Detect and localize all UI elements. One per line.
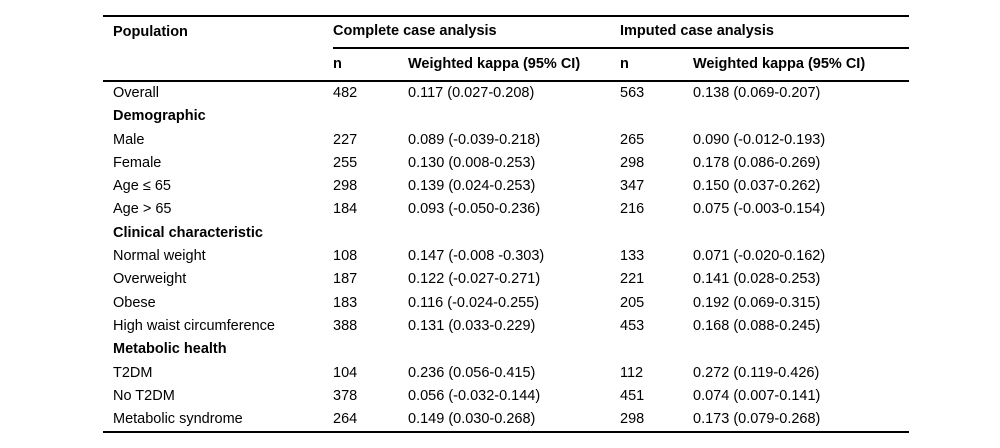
ica-kappa-value: 0.074 (0.007-0.141) xyxy=(693,387,821,404)
ica-kappa-value: 0.141 (0.028-0.253) xyxy=(693,271,821,288)
cca-kappa-value: 0.147 (-0.008 -0.303) xyxy=(408,248,545,265)
cca-n-value: 264 xyxy=(333,411,358,428)
cca-kappa-value: 0.130 (0.008-0.253) xyxy=(408,154,536,171)
ica-kappa-value: 0.138 (0.069-0.207) xyxy=(693,84,821,101)
cca-kappa-value: 0.093 (-0.050-0.236) xyxy=(408,201,541,218)
cca-kappa-value: 0.236 (0.056-0.415) xyxy=(408,364,536,381)
ica-n-value: 298 xyxy=(620,154,645,171)
ica-n-value: 112 xyxy=(620,364,644,381)
ica-kappa-value: 0.192 (0.069-0.315) xyxy=(693,294,821,311)
ica-n-value: 221 xyxy=(620,271,645,288)
row-label: Age ≤ 65 xyxy=(113,178,171,195)
table-row: Age ≤ 65 298 0.139 (0.024-0.253) 347 0.150 (… xyxy=(103,175,909,198)
ica-n-value: 347 xyxy=(620,178,645,195)
table-row: Metabolic syndrome 264 0.149 (0.030-0.268)… xyxy=(103,408,909,432)
ica-n-value: 453 xyxy=(620,317,645,334)
ica-kappa-value: 0.071 (-0.020-0.162) xyxy=(693,248,826,265)
section-row: Metabolic health xyxy=(103,338,909,361)
ica-n-value: 216 xyxy=(620,201,645,218)
row-label: T2DM xyxy=(113,364,153,381)
table-row: T2DM 104 0.236 (0.056-0.415) 112 0.272 (0.11… xyxy=(103,362,909,385)
cca-kappa-value: 0.056 (-0.032-0.144) xyxy=(408,387,541,404)
ica-kappa-value: 0.272 (0.119-0.426) xyxy=(693,364,820,381)
ica-n-value: 133 xyxy=(620,248,645,265)
row-label: Obese xyxy=(113,294,156,311)
column-header-ica-n: n xyxy=(620,48,693,82)
ica-kappa-value: 0.150 (0.037-0.262) xyxy=(693,178,821,195)
ica-n-value: 205 xyxy=(620,294,645,311)
kappa-table: Population Complete case analysis Impute… xyxy=(103,15,909,434)
section-row: Clinical characteristic xyxy=(103,222,909,245)
sub-header-row: n Weighted kappa (95% CI) n Weighted kap… xyxy=(103,48,909,82)
row-label: Male xyxy=(113,131,145,148)
cca-n-value: 108 xyxy=(333,248,358,265)
column-header-ica-kappa: Weighted kappa (95% CI) xyxy=(693,48,909,82)
ica-n-value: 451 xyxy=(620,387,645,404)
section-label: Metabolic health xyxy=(113,341,227,358)
cca-kappa-value: 0.131 (0.033-0.229) xyxy=(408,317,536,334)
ica-n-value: 298 xyxy=(620,411,645,428)
row-label: Metabolic syndrome xyxy=(113,411,243,428)
cca-kappa-value: 0.117 (0.027-0.208) xyxy=(408,84,535,101)
table-row: Age > 65 184 0.093 (-0.050-0.236) 216 0.075 … xyxy=(103,198,909,221)
ica-n-value: 265 xyxy=(620,131,645,148)
cca-kappa-value: 0.116 (-0.024-0.255) xyxy=(408,294,540,311)
table-row: Obese 183 0.116 (-0.024-0.255) 205 0.192 (0.… xyxy=(103,292,909,315)
row-label: Overall xyxy=(113,84,159,101)
column-header-cca-kappa: Weighted kappa (95% CI) xyxy=(408,48,620,82)
cca-n-value: 378 xyxy=(333,387,358,404)
cca-n-value: 184 xyxy=(333,201,358,218)
row-label: Normal weight xyxy=(113,248,206,265)
table-row: Normal weight 108 0.147 (-0.008 -0.303) 133… xyxy=(103,245,909,268)
table-row: Overweight 187 0.122 (-0.027-0.271) 221 0.14… xyxy=(103,268,909,291)
cca-kappa-value: 0.089 (-0.039-0.218) xyxy=(408,131,541,148)
ica-kappa-value: 0.178 (0.086-0.269) xyxy=(693,154,821,171)
cca-n-value: 187 xyxy=(333,271,358,288)
table-row: Female 255 0.130 (0.008-0.253) 298 0.178 (0.… xyxy=(103,152,909,175)
row-label: Overweight xyxy=(113,271,187,288)
table-row: High waist circumference 388 0.131 (0.033-… xyxy=(103,315,909,338)
cca-kappa-value: 0.122 (-0.027-0.271) xyxy=(408,271,541,288)
cca-kappa-value: 0.149 (0.030-0.268) xyxy=(408,411,536,428)
cca-kappa-value: 0.139 (0.024-0.253) xyxy=(408,178,536,195)
group-header-row: Population Complete case analysis Impute… xyxy=(103,16,909,82)
ica-kappa-value: 0.173 (0.079-0.268) xyxy=(693,411,821,428)
column-header-population: Population xyxy=(103,16,333,82)
ica-n-value: 563 xyxy=(620,84,645,101)
row-label: No T2DM xyxy=(113,387,175,404)
row-label: High waist circumference xyxy=(113,317,275,334)
cca-n-value: 298 xyxy=(333,178,358,195)
row-label: Female xyxy=(113,154,162,171)
group-header-complete-case: Complete case analysis xyxy=(333,16,620,49)
ica-kappa-value: 0.075 (-0.003-0.154) xyxy=(693,201,826,218)
table-row: No T2DM 378 0.056 (-0.032-0.144) 451 0.074 (… xyxy=(103,385,909,408)
table-body: Overall 482 0.117 (0.027-0.208) 563 0.138 (0… xyxy=(103,81,909,432)
group-header-imputed-case: Imputed case analysis xyxy=(620,16,909,49)
cca-n-value: 388 xyxy=(333,317,358,334)
section-label: Demographic xyxy=(113,108,206,125)
section-label: Clinical characteristic xyxy=(113,224,263,241)
cca-n-value: 482 xyxy=(333,84,358,101)
table-row: Overall 482 0.117 (0.027-0.208) 563 0.138 (0… xyxy=(103,81,909,105)
row-label: Age > 65 xyxy=(113,201,172,218)
cca-n-value: 227 xyxy=(333,131,358,148)
cca-n-value: 104 xyxy=(333,364,358,381)
ica-kappa-value: 0.090 (-0.012-0.193) xyxy=(693,131,826,148)
cca-n-value: 255 xyxy=(333,154,358,171)
section-row: Demographic xyxy=(103,105,909,128)
ica-kappa-value: 0.168 (0.088-0.245) xyxy=(693,317,821,334)
column-header-cca-n: n xyxy=(333,48,408,82)
cca-n-value: 183 xyxy=(333,294,358,311)
table-row: Male 227 0.089 (-0.039-0.218) 265 0.090 (-0.… xyxy=(103,129,909,152)
